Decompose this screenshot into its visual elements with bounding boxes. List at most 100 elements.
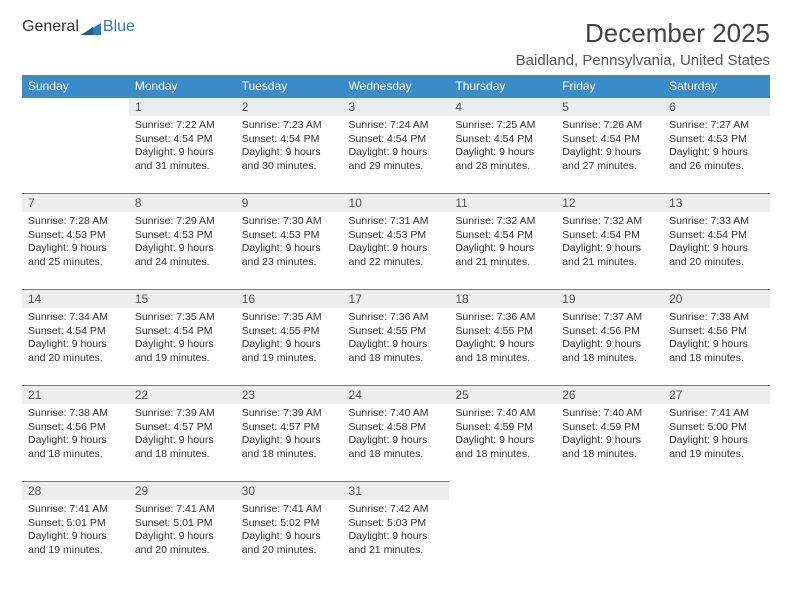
day-details: Sunrise: 7:28 AMSunset: 4:53 PMDaylight:…	[22, 212, 129, 272]
weekday-header-row: SundayMondayTuesdayWednesdayThursdayFrid…	[22, 75, 770, 98]
day-details: Sunrise: 7:27 AMSunset: 4:53 PMDaylight:…	[663, 116, 770, 176]
daylight-line: Daylight: 9 hours and 18 minutes.	[135, 434, 230, 461]
sunset-line: Sunset: 4:55 PM	[349, 325, 444, 339]
sunset-line: Sunset: 4:54 PM	[135, 325, 230, 339]
day-number: 26	[556, 386, 663, 404]
sunrise-line: Sunrise: 7:29 AM	[135, 215, 230, 229]
daylight-line: Daylight: 9 hours and 18 minutes.	[349, 434, 444, 461]
daylight-line: Daylight: 9 hours and 28 minutes.	[455, 146, 550, 173]
sunrise-line: Sunrise: 7:27 AM	[669, 119, 764, 133]
sunrise-line: Sunrise: 7:32 AM	[455, 215, 550, 229]
calendar-cell: 8Sunrise: 7:29 AMSunset: 4:53 PMDaylight…	[129, 194, 236, 290]
sunrise-line: Sunrise: 7:36 AM	[455, 311, 550, 325]
day-number: 18	[449, 290, 556, 308]
sunset-line: Sunset: 4:53 PM	[135, 229, 230, 243]
daylight-line: Daylight: 9 hours and 23 minutes.	[242, 242, 337, 269]
day-number: 19	[556, 290, 663, 308]
weekday-header: Wednesday	[343, 75, 450, 98]
sunrise-line: Sunrise: 7:24 AM	[349, 119, 444, 133]
sunset-line: Sunset: 4:58 PM	[349, 421, 444, 435]
day-number: 23	[236, 386, 343, 404]
calendar-cell: 27Sunrise: 7:41 AMSunset: 5:00 PMDayligh…	[663, 386, 770, 482]
calendar-cell: 10Sunrise: 7:31 AMSunset: 4:53 PMDayligh…	[343, 194, 450, 290]
sunset-line: Sunset: 4:54 PM	[562, 133, 657, 147]
day-details: Sunrise: 7:40 AMSunset: 4:58 PMDaylight:…	[343, 404, 450, 464]
daylight-line: Daylight: 9 hours and 20 minutes.	[28, 338, 123, 365]
day-number: 24	[343, 386, 450, 404]
brand-part1: General	[22, 18, 79, 36]
daylight-line: Daylight: 9 hours and 20 minutes.	[669, 242, 764, 269]
day-details: Sunrise: 7:40 AMSunset: 4:59 PMDaylight:…	[556, 404, 663, 464]
sunrise-line: Sunrise: 7:40 AM	[562, 407, 657, 421]
daylight-line: Daylight: 9 hours and 19 minutes.	[135, 338, 230, 365]
day-details: Sunrise: 7:22 AMSunset: 4:54 PMDaylight:…	[129, 116, 236, 176]
calendar-cell: 1Sunrise: 7:22 AMSunset: 4:54 PMDaylight…	[129, 98, 236, 194]
day-number: 14	[22, 290, 129, 308]
calendar-cell: 23Sunrise: 7:39 AMSunset: 4:57 PMDayligh…	[236, 386, 343, 482]
daylight-line: Daylight: 9 hours and 26 minutes.	[669, 146, 764, 173]
calendar-week-row: 21Sunrise: 7:38 AMSunset: 4:56 PMDayligh…	[22, 386, 770, 482]
calendar-cell: 30Sunrise: 7:41 AMSunset: 5:02 PMDayligh…	[236, 482, 343, 578]
calendar-cell: 15Sunrise: 7:35 AMSunset: 4:54 PMDayligh…	[129, 290, 236, 386]
calendar-cell: 18Sunrise: 7:36 AMSunset: 4:55 PMDayligh…	[449, 290, 556, 386]
calendar-cell: 3Sunrise: 7:24 AMSunset: 4:54 PMDaylight…	[343, 98, 450, 194]
day-number: 30	[236, 482, 343, 500]
sunset-line: Sunset: 4:57 PM	[135, 421, 230, 435]
daylight-line: Daylight: 9 hours and 31 minutes.	[135, 146, 230, 173]
daylight-line: Daylight: 9 hours and 18 minutes.	[455, 338, 550, 365]
calendar-cell: 2Sunrise: 7:23 AMSunset: 4:54 PMDaylight…	[236, 98, 343, 194]
sunrise-line: Sunrise: 7:36 AM	[349, 311, 444, 325]
calendar-cell: 13Sunrise: 7:33 AMSunset: 4:54 PMDayligh…	[663, 194, 770, 290]
calendar-table: SundayMondayTuesdayWednesdayThursdayFrid…	[22, 75, 770, 578]
day-number: 28	[22, 482, 129, 500]
day-number: 3	[343, 98, 450, 116]
day-details: Sunrise: 7:31 AMSunset: 4:53 PMDaylight:…	[343, 212, 450, 272]
sunrise-line: Sunrise: 7:31 AM	[349, 215, 444, 229]
calendar-week-row: 1Sunrise: 7:22 AMSunset: 4:54 PMDaylight…	[22, 98, 770, 194]
sunset-line: Sunset: 4:53 PM	[242, 229, 337, 243]
day-details: Sunrise: 7:25 AMSunset: 4:54 PMDaylight:…	[449, 116, 556, 176]
sunrise-line: Sunrise: 7:26 AM	[562, 119, 657, 133]
sunset-line: Sunset: 4:53 PM	[349, 229, 444, 243]
calendar-cell	[22, 98, 129, 194]
calendar-cell: 24Sunrise: 7:40 AMSunset: 4:58 PMDayligh…	[343, 386, 450, 482]
sunrise-line: Sunrise: 7:35 AM	[242, 311, 337, 325]
daylight-line: Daylight: 9 hours and 21 minutes.	[455, 242, 550, 269]
sunrise-line: Sunrise: 7:32 AM	[562, 215, 657, 229]
sunset-line: Sunset: 4:54 PM	[455, 133, 550, 147]
day-number: 5	[556, 98, 663, 116]
daylight-line: Daylight: 9 hours and 25 minutes.	[28, 242, 123, 269]
daylight-line: Daylight: 9 hours and 19 minutes.	[242, 338, 337, 365]
daylight-line: Daylight: 9 hours and 21 minutes.	[349, 530, 444, 557]
day-details: Sunrise: 7:42 AMSunset: 5:03 PMDaylight:…	[343, 500, 450, 560]
sunset-line: Sunset: 4:56 PM	[28, 421, 123, 435]
calendar-cell: 20Sunrise: 7:38 AMSunset: 4:56 PMDayligh…	[663, 290, 770, 386]
sunrise-line: Sunrise: 7:35 AM	[135, 311, 230, 325]
sunset-line: Sunset: 4:54 PM	[562, 229, 657, 243]
daylight-line: Daylight: 9 hours and 18 minutes.	[669, 338, 764, 365]
day-number: 31	[343, 482, 450, 500]
calendar-cell	[556, 482, 663, 578]
sunset-line: Sunset: 5:03 PM	[349, 517, 444, 531]
calendar-cell: 7Sunrise: 7:28 AMSunset: 4:53 PMDaylight…	[22, 194, 129, 290]
calendar-cell: 16Sunrise: 7:35 AMSunset: 4:55 PMDayligh…	[236, 290, 343, 386]
calendar-cell	[663, 482, 770, 578]
sunrise-line: Sunrise: 7:38 AM	[28, 407, 123, 421]
calendar-cell: 21Sunrise: 7:38 AMSunset: 4:56 PMDayligh…	[22, 386, 129, 482]
page-title: December 2025	[516, 18, 770, 49]
calendar-cell: 12Sunrise: 7:32 AMSunset: 4:54 PMDayligh…	[556, 194, 663, 290]
calendar-cell: 11Sunrise: 7:32 AMSunset: 4:54 PMDayligh…	[449, 194, 556, 290]
sunrise-line: Sunrise: 7:41 AM	[242, 503, 337, 517]
sunrise-line: Sunrise: 7:42 AM	[349, 503, 444, 517]
calendar-week-row: 7Sunrise: 7:28 AMSunset: 4:53 PMDaylight…	[22, 194, 770, 290]
daylight-line: Daylight: 9 hours and 24 minutes.	[135, 242, 230, 269]
weekday-header: Friday	[556, 75, 663, 98]
logo-icon	[81, 19, 101, 35]
sunrise-line: Sunrise: 7:34 AM	[28, 311, 123, 325]
day-details: Sunrise: 7:41 AMSunset: 5:02 PMDaylight:…	[236, 500, 343, 560]
sunrise-line: Sunrise: 7:23 AM	[242, 119, 337, 133]
sunset-line: Sunset: 5:00 PM	[669, 421, 764, 435]
calendar-cell: 17Sunrise: 7:36 AMSunset: 4:55 PMDayligh…	[343, 290, 450, 386]
sunset-line: Sunset: 4:53 PM	[28, 229, 123, 243]
sunset-line: Sunset: 4:57 PM	[242, 421, 337, 435]
